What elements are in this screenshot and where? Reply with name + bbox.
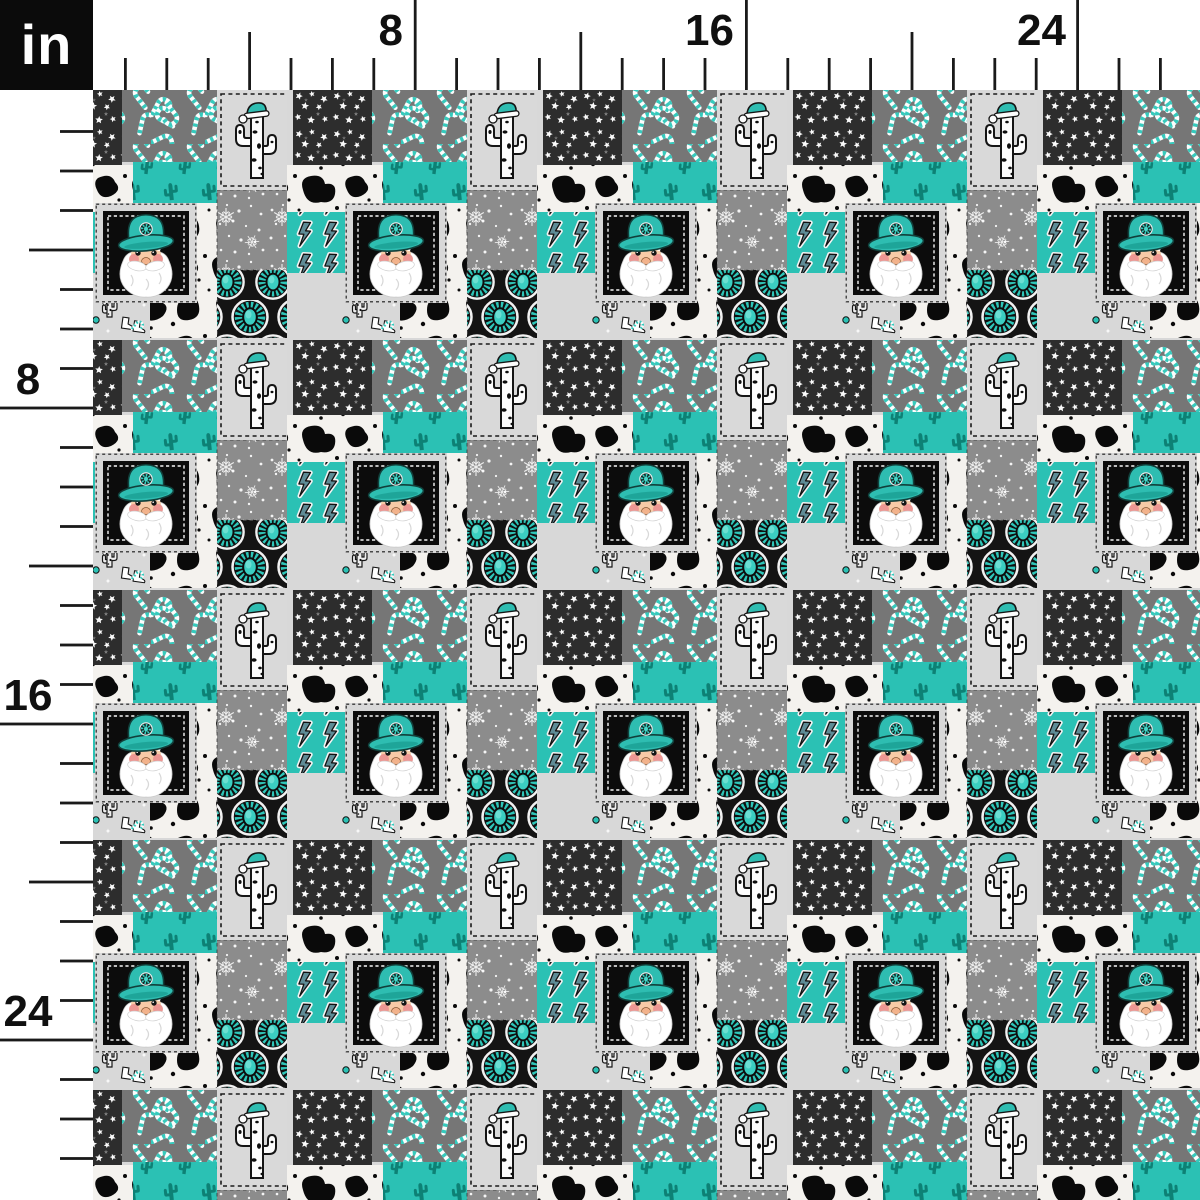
ruler-tick [60,999,93,1002]
ruler-tick [60,841,93,844]
ruler-tick [60,288,93,291]
quilt-block [1037,340,1200,590]
ruler-number: 16 [685,6,734,55]
ruler-tick [496,58,500,90]
fabric-swatch [93,90,1200,1200]
ruler-tick [662,58,665,90]
ruler-unit-box: in [0,0,93,90]
patchwork-fabric [93,90,1200,1200]
ruler-tick [1034,58,1038,90]
ruler-tick [0,406,93,410]
ruler-tick [29,880,93,884]
ruler-tick [538,58,541,90]
quilt-block [1037,590,1200,840]
ruler-number: 24 [4,987,53,1036]
ruler-tick [60,169,93,173]
ruler-tick [29,248,93,252]
ruler-tick [60,643,93,647]
ruler-tick [60,1157,93,1160]
ruler-tick [869,58,872,90]
ruler-tick [60,446,93,449]
quilt-block [1037,1090,1200,1200]
ruler-tick [372,58,376,90]
ruler-tick [60,367,93,370]
ruler-tick [60,1078,93,1081]
ruler-tick [1076,0,1079,90]
ruler-tick [1117,58,1121,90]
ruler-tick [1159,58,1162,90]
ruler-tick [579,32,583,90]
ruler-tick [703,58,707,90]
ruler-number: 8 [16,355,40,404]
ruler-tick [289,58,293,90]
ruler-tick [60,762,93,765]
ruler-tick [60,485,93,489]
ruler-tick [60,130,93,133]
ruler-tick [60,604,93,607]
ruler-tick [60,1117,93,1121]
ruler-tick [786,58,790,90]
ruler-tick [331,58,334,90]
quilt-block [1037,90,1200,340]
ruler-tick [60,525,93,528]
ruler-tick [455,58,458,90]
ruler-number: 16 [4,671,53,720]
quilt-block [1037,840,1200,1090]
top-ruler: 8 16 24 [124,0,1162,90]
ruler-tick [206,58,210,90]
ruler-tick [165,58,169,90]
ruler-tick [745,0,748,90]
ruler-tick [60,327,93,331]
ruler-tick [910,32,914,90]
ruler-tick [952,58,955,90]
left-ruler: 8 16 24 [0,130,93,1160]
ruler-tick [60,959,93,963]
ruler-tick [60,683,93,686]
ruler-tick [60,801,93,805]
ruler-tick [0,722,93,726]
ruler-tick [248,32,251,90]
ruler-number: 8 [379,6,403,55]
ruler-tick [29,564,93,568]
ruler-tick [827,58,831,90]
ruler-tick [413,0,417,90]
ruler-number: 24 [1017,6,1066,55]
ruler-tick [993,58,997,90]
ruler-tick [0,1038,93,1042]
ruler-tick [124,58,127,90]
ruler-tick [620,58,624,90]
ruler-tick [60,209,93,212]
ruler-unit-label: in [20,13,73,76]
ruler-tick [60,920,93,923]
